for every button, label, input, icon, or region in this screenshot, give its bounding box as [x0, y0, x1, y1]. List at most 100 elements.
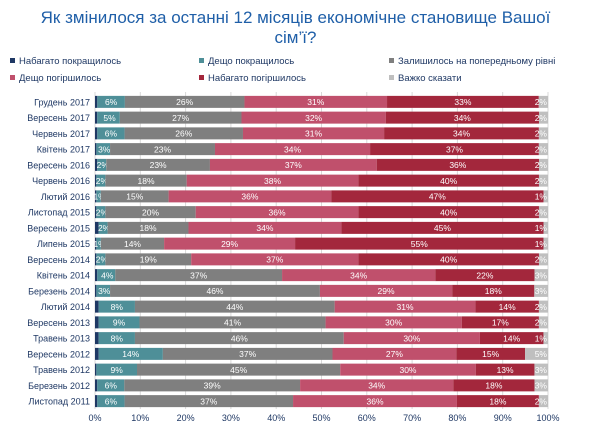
bar-segment — [214, 143, 371, 156]
legend-item-hard-to-say: Важко сказати — [389, 73, 462, 85]
data-label: 27% — [386, 349, 403, 359]
bar-segment — [134, 300, 335, 313]
data-label: 9% — [113, 318, 126, 328]
data-label: 22% — [476, 270, 493, 280]
data-label: 47% — [429, 192, 446, 202]
bar-segment — [191, 253, 359, 266]
data-label: 4% — [101, 270, 114, 280]
data-label: 36% — [269, 207, 286, 217]
data-label: 8% — [111, 333, 124, 343]
bar-segment — [525, 347, 548, 360]
data-label: 18% — [140, 223, 157, 233]
data-label: 13% — [497, 365, 514, 375]
bar-segment — [95, 300, 99, 313]
data-label: 1% — [535, 192, 548, 202]
bar-segment — [95, 395, 98, 408]
bar-segment — [95, 316, 99, 329]
bar-segment — [435, 269, 535, 282]
legend: Набагато покращилось Дещо покращилось За… — [0, 56, 591, 88]
data-label: 15% — [482, 349, 499, 359]
category-label: Березень 2014 — [28, 286, 90, 296]
bar-segment — [456, 347, 526, 360]
category-label: Лютий 2014 — [41, 302, 90, 312]
data-label: 44% — [226, 302, 243, 312]
bar-segment — [475, 300, 539, 313]
data-label: 5% — [103, 113, 116, 123]
data-label: 31% — [397, 302, 414, 312]
data-label: 2% — [535, 129, 548, 139]
data-label: 2% — [96, 207, 109, 217]
bar-segment — [124, 95, 245, 108]
bar-segment — [95, 95, 98, 108]
category-label: Вересень 2016 — [27, 160, 90, 170]
bar-segment — [96, 237, 101, 250]
bar-segment — [293, 395, 457, 408]
legend-item-somewhat-better: Дещо покращилось — [199, 56, 294, 68]
x-tick-label: 100% — [536, 413, 559, 423]
data-label: 6% — [105, 97, 118, 107]
data-label: 37% — [239, 349, 256, 359]
bar-segment — [538, 316, 548, 329]
legend-swatch — [199, 75, 204, 80]
data-label: 3% — [535, 381, 548, 391]
x-tick-label: 70% — [403, 413, 421, 423]
data-label: 37% — [446, 144, 463, 154]
data-label: 18% — [485, 286, 502, 296]
category-label: Вересень 2014 — [27, 255, 90, 265]
bar-segment — [538, 253, 548, 266]
bar-segment — [384, 127, 539, 140]
category-label: Грудень 2017 — [34, 97, 90, 107]
bar-segment — [538, 206, 548, 219]
data-label: 18% — [138, 176, 155, 186]
bar-segment — [96, 190, 101, 203]
bar-segment — [98, 300, 135, 313]
category-label: Вересень 2017 — [27, 113, 90, 123]
bar-segment — [387, 95, 539, 108]
data-label: 45% — [230, 365, 247, 375]
data-label: 1% — [535, 333, 548, 343]
legend-swatch — [10, 58, 15, 63]
bar-segment — [124, 127, 243, 140]
legend-label: Набагато погіршилось — [208, 73, 306, 84]
bar-segment — [95, 269, 98, 282]
data-label: 30% — [399, 365, 416, 375]
data-label: 46% — [231, 333, 248, 343]
bar-segment — [95, 190, 97, 203]
bar-segment — [188, 221, 342, 234]
data-label: 15% — [126, 192, 143, 202]
bar-segment — [538, 158, 548, 171]
data-label: 14% — [122, 349, 139, 359]
data-label: 3% — [535, 270, 548, 280]
chart-title-line1: Як змінилося за останні 12 місяців еконо… — [40, 8, 551, 27]
category-label: Травень 2012 — [33, 365, 90, 375]
data-label: 34% — [453, 129, 470, 139]
category-label: Липень 2015 — [37, 239, 90, 249]
legend-item-much-better: Набагато покращилось — [10, 56, 121, 68]
chart-title-line2: сім’ї? — [274, 28, 317, 47]
bar-segment — [95, 174, 97, 187]
data-label: 2% — [535, 176, 548, 186]
data-label: 19% — [140, 255, 157, 265]
data-label: 2% — [535, 113, 548, 123]
data-label: 9% — [111, 365, 124, 375]
data-label: 20% — [142, 207, 159, 217]
bar-segment — [186, 174, 359, 187]
bar-segment — [107, 221, 189, 234]
category-label: Червень 2016 — [32, 176, 90, 186]
legend-item-much-worse: Набагато погіршилось — [199, 73, 306, 85]
legend-label: Дещо погіршилось — [19, 73, 102, 84]
bar-segment — [376, 158, 539, 171]
data-label: 34% — [256, 223, 273, 233]
data-label: 5% — [535, 349, 548, 359]
data-label: 3% — [535, 286, 548, 296]
bar-segment — [96, 284, 111, 297]
bar-segment — [195, 206, 359, 219]
data-label: 8% — [111, 302, 124, 312]
data-label: 37% — [200, 396, 217, 406]
bar-segment — [137, 363, 341, 376]
data-label: 34% — [284, 144, 301, 154]
data-label: 41% — [224, 318, 241, 328]
bar-segment — [358, 206, 539, 219]
bar-segment — [100, 237, 165, 250]
category-label: Червень 2017 — [32, 129, 90, 139]
